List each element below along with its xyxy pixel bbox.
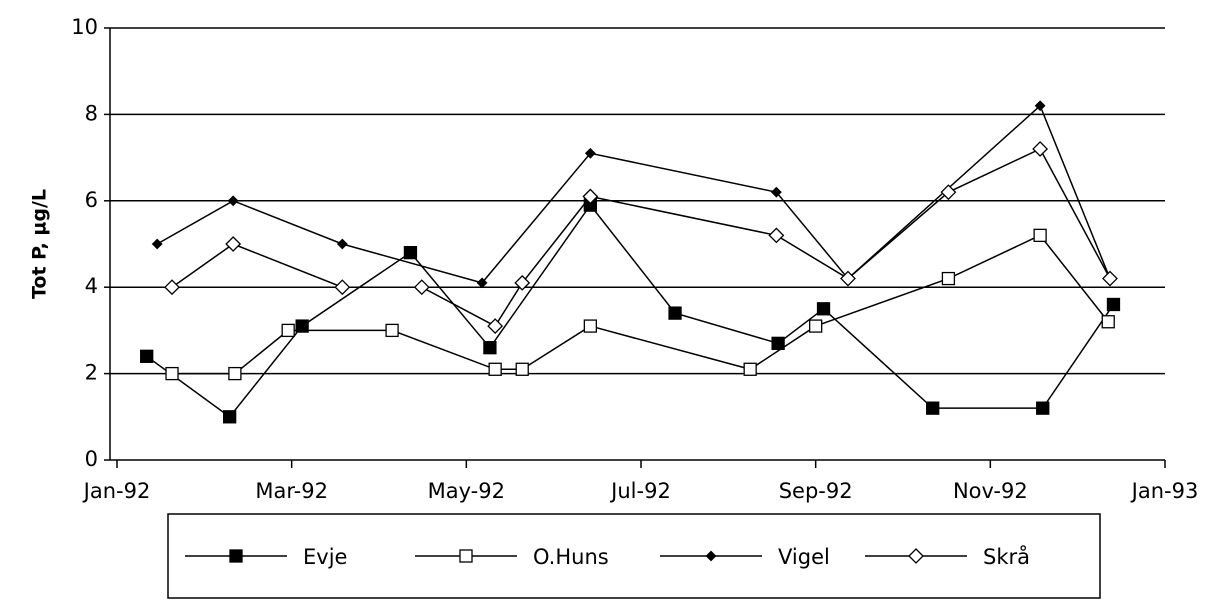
marker (768, 227, 785, 244)
marker (941, 271, 956, 286)
marker (459, 549, 473, 563)
series-line (171, 147, 1111, 328)
legend-label: Evje (303, 545, 347, 569)
series-line (146, 203, 1115, 418)
marker (705, 550, 717, 562)
marker (809, 319, 823, 333)
legend-label: Skrå (983, 544, 1030, 569)
marker (668, 306, 682, 320)
marker (515, 362, 529, 376)
marker (488, 362, 502, 376)
x-tick-label: May-92 (428, 479, 505, 503)
marker (487, 318, 504, 334)
marker (140, 349, 154, 363)
marker (583, 319, 597, 333)
y-tick-label: 0 (85, 447, 98, 471)
y-tick-label: 8 (85, 101, 98, 125)
marker (1034, 100, 1046, 112)
y-tick-label: 6 (85, 188, 98, 212)
marker (1032, 141, 1049, 157)
marker (413, 279, 430, 296)
x-tick-label: Mar-92 (255, 479, 328, 503)
marker (1036, 401, 1050, 415)
marker (403, 245, 418, 260)
x-tick-label: Jan-92 (82, 479, 151, 503)
marker (229, 549, 243, 563)
marker (816, 302, 831, 316)
legend-label: Vigel (778, 545, 830, 569)
marker (926, 401, 940, 415)
legend-box (167, 513, 1101, 599)
y-axis-label: Tot P, µg/L (29, 189, 51, 299)
marker (514, 274, 531, 291)
marker (385, 323, 399, 338)
marker (840, 270, 856, 287)
x-tick-label: Jan-93 (1130, 479, 1199, 503)
y-tick-label: 2 (85, 361, 98, 385)
marker (228, 366, 242, 381)
y-tick-label: 4 (85, 274, 98, 298)
marker (771, 336, 785, 351)
marker (1033, 228, 1047, 243)
marker (227, 195, 239, 207)
marker (295, 319, 309, 333)
x-tick-label: Jul-92 (609, 479, 671, 503)
marker (151, 238, 163, 250)
marker (582, 188, 599, 205)
series-line (156, 104, 1111, 284)
x-tick-label: Nov-92 (953, 479, 1028, 503)
marker (770, 186, 782, 198)
marker (165, 366, 179, 381)
marker (164, 279, 180, 296)
marker (281, 323, 295, 338)
marker (1102, 270, 1118, 287)
marker (908, 548, 924, 564)
marker (1101, 315, 1115, 329)
marker (743, 362, 757, 376)
marker (476, 277, 488, 289)
series-line (172, 234, 1109, 375)
marker (584, 147, 596, 159)
x-tick-label: Sep-92 (779, 479, 853, 503)
marker (940, 184, 957, 201)
marker (483, 341, 497, 355)
marker (223, 410, 237, 424)
y-tick-label: 10 (71, 15, 98, 39)
marker (225, 236, 242, 252)
marker (336, 238, 348, 250)
marker (334, 279, 351, 296)
marker (1106, 297, 1121, 312)
legend-label: O.Huns (533, 545, 609, 569)
